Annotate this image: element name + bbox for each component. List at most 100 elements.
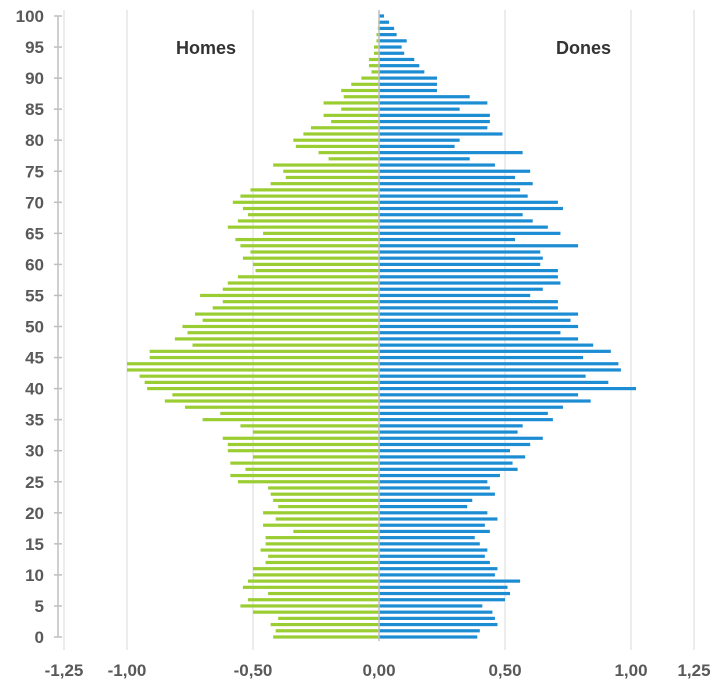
y-tick-label-4: 20 [25, 504, 44, 523]
bar-dones-age-61 [379, 256, 543, 260]
bar-homes-age-61 [242, 256, 379, 260]
bar-homes-age-94 [373, 51, 379, 55]
x-tick-label-2: -0,50 [234, 661, 273, 680]
bar-homes-age-42 [139, 374, 379, 378]
bar-homes-age-67 [237, 219, 379, 223]
bar-dones-age-1 [379, 629, 480, 633]
bar-dones-age-22 [379, 498, 473, 502]
bar-dones-age-49 [379, 331, 561, 335]
bar-dones-age-76 [379, 163, 495, 167]
bar-homes-age-24 [268, 486, 379, 490]
bar-homes-age-72 [250, 188, 379, 192]
bar-dones-age-68 [379, 213, 523, 217]
bar-homes-age-62 [250, 250, 379, 254]
x-tick-label-3: 0,00 [362, 661, 395, 680]
bar-dones-age-58 [379, 275, 558, 279]
bar-dones-age-84 [379, 113, 490, 117]
bar-homes-age-58 [237, 275, 379, 279]
bar-homes-age-80 [293, 138, 379, 142]
bar-dones-age-93 [379, 57, 415, 62]
bar-homes-age-86 [323, 101, 379, 105]
bar-dones-age-86 [379, 101, 488, 105]
bar-homes-age-69 [242, 206, 379, 211]
bar-homes-age-66 [227, 225, 379, 229]
bar-homes-age-96 [376, 39, 379, 43]
bar-dones-age-36 [379, 411, 548, 416]
bar-homes-age-16 [265, 536, 379, 540]
bar-homes-age-8 [242, 585, 379, 589]
bar-homes-age-36 [220, 411, 379, 416]
bar-homes-age-65 [263, 231, 379, 235]
bar-homes-age-85 [341, 107, 379, 111]
bar-homes-age-6 [247, 598, 379, 602]
bar-dones-age-70 [379, 200, 558, 204]
bar-dones-age-60 [379, 262, 541, 266]
bar-homes-age-79 [295, 144, 379, 149]
bar-homes-age-20 [263, 511, 379, 515]
bar-dones-age-46 [379, 349, 611, 353]
bar-dones-age-54 [379, 300, 558, 304]
bar-dones-age-100 [379, 14, 385, 18]
bar-dones-age-47 [379, 343, 594, 347]
dones-label: Dones [556, 38, 611, 58]
bar-homes-age-55 [200, 293, 379, 298]
bar-homes-age-5 [240, 604, 379, 608]
bar-dones-age-92 [379, 64, 420, 68]
bar-homes-age-32 [222, 436, 379, 440]
bar-dones-age-10 [379, 573, 495, 577]
y-tick-label-15: 75 [25, 162, 44, 181]
bar-homes-age-1 [275, 629, 379, 633]
bar-dones-age-31 [379, 442, 531, 447]
bar-dones-age-94 [379, 51, 405, 55]
bar-dones-age-71 [379, 194, 528, 198]
bar-dones-age-45 [379, 355, 584, 360]
bar-homes-age-28 [230, 461, 379, 465]
bar-dones-age-72 [379, 188, 521, 192]
bar-homes-age-44 [127, 362, 379, 366]
bar-homes-age-3 [278, 616, 379, 620]
bar-dones-age-9 [379, 579, 521, 583]
bar-homes-age-40 [147, 387, 379, 391]
bar-dones-age-11 [379, 567, 498, 571]
bar-dones-age-83 [379, 119, 490, 124]
bar-dones-age-15 [379, 542, 480, 546]
bar-homes-age-68 [247, 213, 379, 217]
bar-dones-age-89 [379, 82, 437, 86]
bar-homes-age-81 [303, 132, 379, 136]
bar-dones-age-78 [379, 151, 523, 155]
bar-dones-age-38 [379, 399, 591, 403]
bar-homes-age-33 [253, 430, 379, 434]
bar-homes-age-23 [270, 492, 379, 496]
bar-homes-age-52 [195, 312, 379, 316]
bar-homes-age-53 [212, 306, 379, 310]
bar-homes-age-21 [278, 504, 379, 509]
y-tick-label-0: 0 [35, 628, 44, 647]
bar-dones-age-7 [379, 591, 511, 596]
bar-dones-age-56 [379, 287, 543, 291]
bar-dones-age-6 [379, 598, 505, 602]
x-tick-label-5: 1,00 [614, 661, 647, 680]
bar-dones-age-88 [379, 88, 437, 93]
y-tick-label-19: 95 [25, 38, 44, 57]
bar-dones-age-59 [379, 269, 558, 273]
bar-dones-age-20 [379, 511, 488, 515]
bar-dones-age-82 [379, 126, 488, 130]
bar-dones-age-12 [379, 560, 490, 565]
y-tick-label-6: 30 [25, 442, 44, 461]
bar-dones-age-62 [379, 250, 541, 254]
bar-homes-age-18 [263, 523, 379, 527]
bar-dones-age-91 [379, 70, 425, 74]
bar-homes-age-59 [255, 269, 379, 273]
bar-homes-age-71 [240, 194, 379, 198]
bar-dones-age-42 [379, 374, 586, 378]
bar-dones-age-2 [379, 622, 498, 627]
bar-dones-age-13 [379, 554, 485, 558]
bar-dones-age-90 [379, 76, 437, 80]
y-tick-label-17: 85 [25, 100, 44, 119]
bar-homes-age-17 [293, 529, 379, 534]
bar-dones-age-8 [379, 585, 508, 589]
bar-homes-age-56 [222, 287, 379, 291]
bar-homes-age-54 [222, 300, 379, 304]
bar-homes-age-88 [341, 88, 379, 93]
